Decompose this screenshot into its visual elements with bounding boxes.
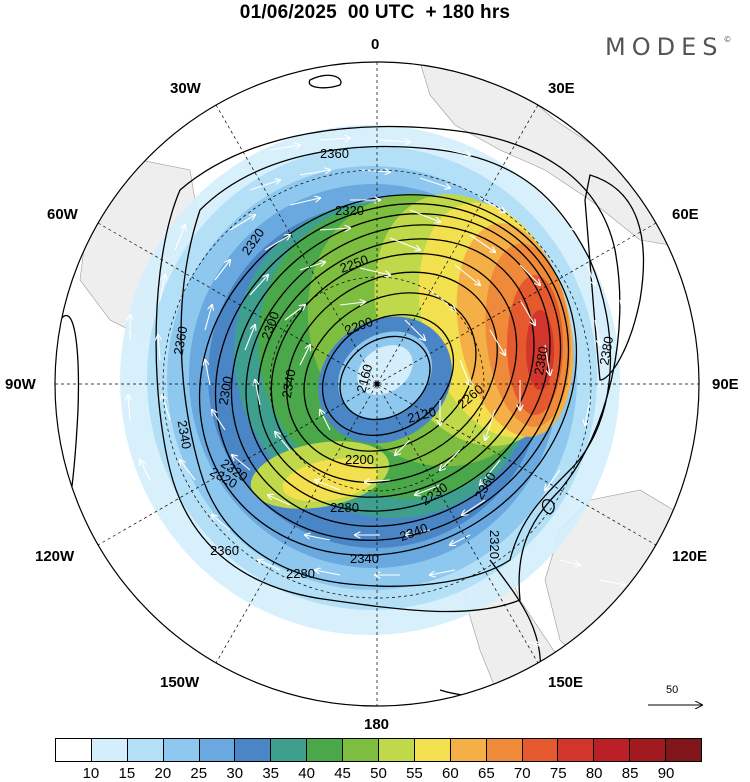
colorbar-cell <box>343 739 380 761</box>
lon-label-60w: 60W <box>47 206 78 223</box>
colorbar-cell <box>666 739 702 761</box>
colorbar-tick-label: 20 <box>154 765 172 782</box>
contour-label: 2360 <box>171 325 191 356</box>
map-border <box>54 61 700 707</box>
colorbar-cell <box>594 739 631 761</box>
colorbar-tick-label: 65 <box>477 765 495 782</box>
colorbar <box>55 738 702 762</box>
colorbar-tick-label: 35 <box>262 765 279 782</box>
colorbar-cell <box>271 739 308 761</box>
lon-label-30w: 30W <box>170 80 201 97</box>
lon-label-180: 180 <box>364 716 390 733</box>
contour-label: 2160 <box>353 362 375 394</box>
map-disk <box>55 62 699 706</box>
colorbar-cell <box>56 739 92 761</box>
colorbar-tick-label: 40 <box>298 765 315 782</box>
contour-label: 2280 <box>330 500 359 515</box>
colorbar-tick-label: 45 <box>334 765 351 782</box>
contour-label: 2340 <box>175 419 195 450</box>
colorbar-cell <box>127 739 164 761</box>
map-title: 01/06/2025 00 UTC + 180 hrs <box>239 2 511 23</box>
lon-label-90w: 90W <box>5 376 36 393</box>
colorbar-tick-label: 85 <box>621 765 639 782</box>
graticule <box>55 62 699 706</box>
colorbar-cell <box>450 739 487 761</box>
contour-label: 2380 <box>596 335 616 366</box>
pole-dot <box>374 381 380 387</box>
contour-label: 2380 <box>531 345 551 376</box>
colorbar-cell <box>91 739 128 761</box>
contour-label: 2320 <box>335 203 364 218</box>
colorbar-tick-label: 10 <box>82 765 100 782</box>
lon-label-120e: 120E <box>672 548 708 565</box>
lon-label-120w: 120W <box>35 548 75 565</box>
colorbar-cell <box>414 739 451 761</box>
colorbar-cell <box>486 739 523 761</box>
brand-text: MODES <box>605 33 724 61</box>
colorbar-cell <box>379 739 415 761</box>
colorbar-cell <box>307 739 344 761</box>
lon-label-90e: 90E <box>712 376 739 393</box>
lon-label-150e: 150E <box>548 674 584 691</box>
brand-logo: MODES© <box>605 33 731 61</box>
colorbar-tick-label: 30 <box>226 765 244 782</box>
colorbar-tick-label: 50 <box>370 765 387 782</box>
brand-copyright: © <box>723 35 732 44</box>
colorbar-tick-label: 15 <box>118 765 136 782</box>
contour-label: 2200 <box>345 452 374 467</box>
colorbar-tick-label: 80 <box>585 765 603 782</box>
contour-label: 2360 <box>210 543 239 558</box>
wind-shading <box>120 125 620 635</box>
colorbar-cell <box>163 739 200 761</box>
colorbar-tick-label: 70 <box>513 765 531 782</box>
contour-label: 2340 <box>279 368 299 399</box>
colorbar-cell <box>522 739 559 761</box>
colorbar-tick-label: 60 <box>442 765 459 782</box>
colorbar-cell <box>235 739 272 761</box>
contour-label: 2280 <box>286 566 315 581</box>
colorbar-cell <box>199 739 236 761</box>
lon-label-60e: 60E <box>672 206 699 223</box>
contour-label: 2120 <box>406 404 438 426</box>
colorbar-cell <box>630 739 667 761</box>
lon-label-30e: 30E <box>548 80 575 97</box>
contour-label: 2360 <box>320 146 349 161</box>
reference-vector-label: 50 <box>666 684 679 696</box>
colorbar-tick-label: 90 <box>657 765 675 782</box>
colorbar-tick-label: 75 <box>549 765 567 782</box>
contour-label: 2320 <box>487 530 502 559</box>
contour-label: 2300 <box>216 375 236 406</box>
colorbar-cell <box>558 739 595 761</box>
contour-label: 2340 <box>350 551 379 566</box>
lon-label-0: 0 <box>371 36 380 53</box>
colorbar-tick-label: 25 <box>190 765 208 782</box>
colorbar-tick-label: 55 <box>406 765 423 782</box>
lon-label-150w: 150W <box>160 674 200 691</box>
